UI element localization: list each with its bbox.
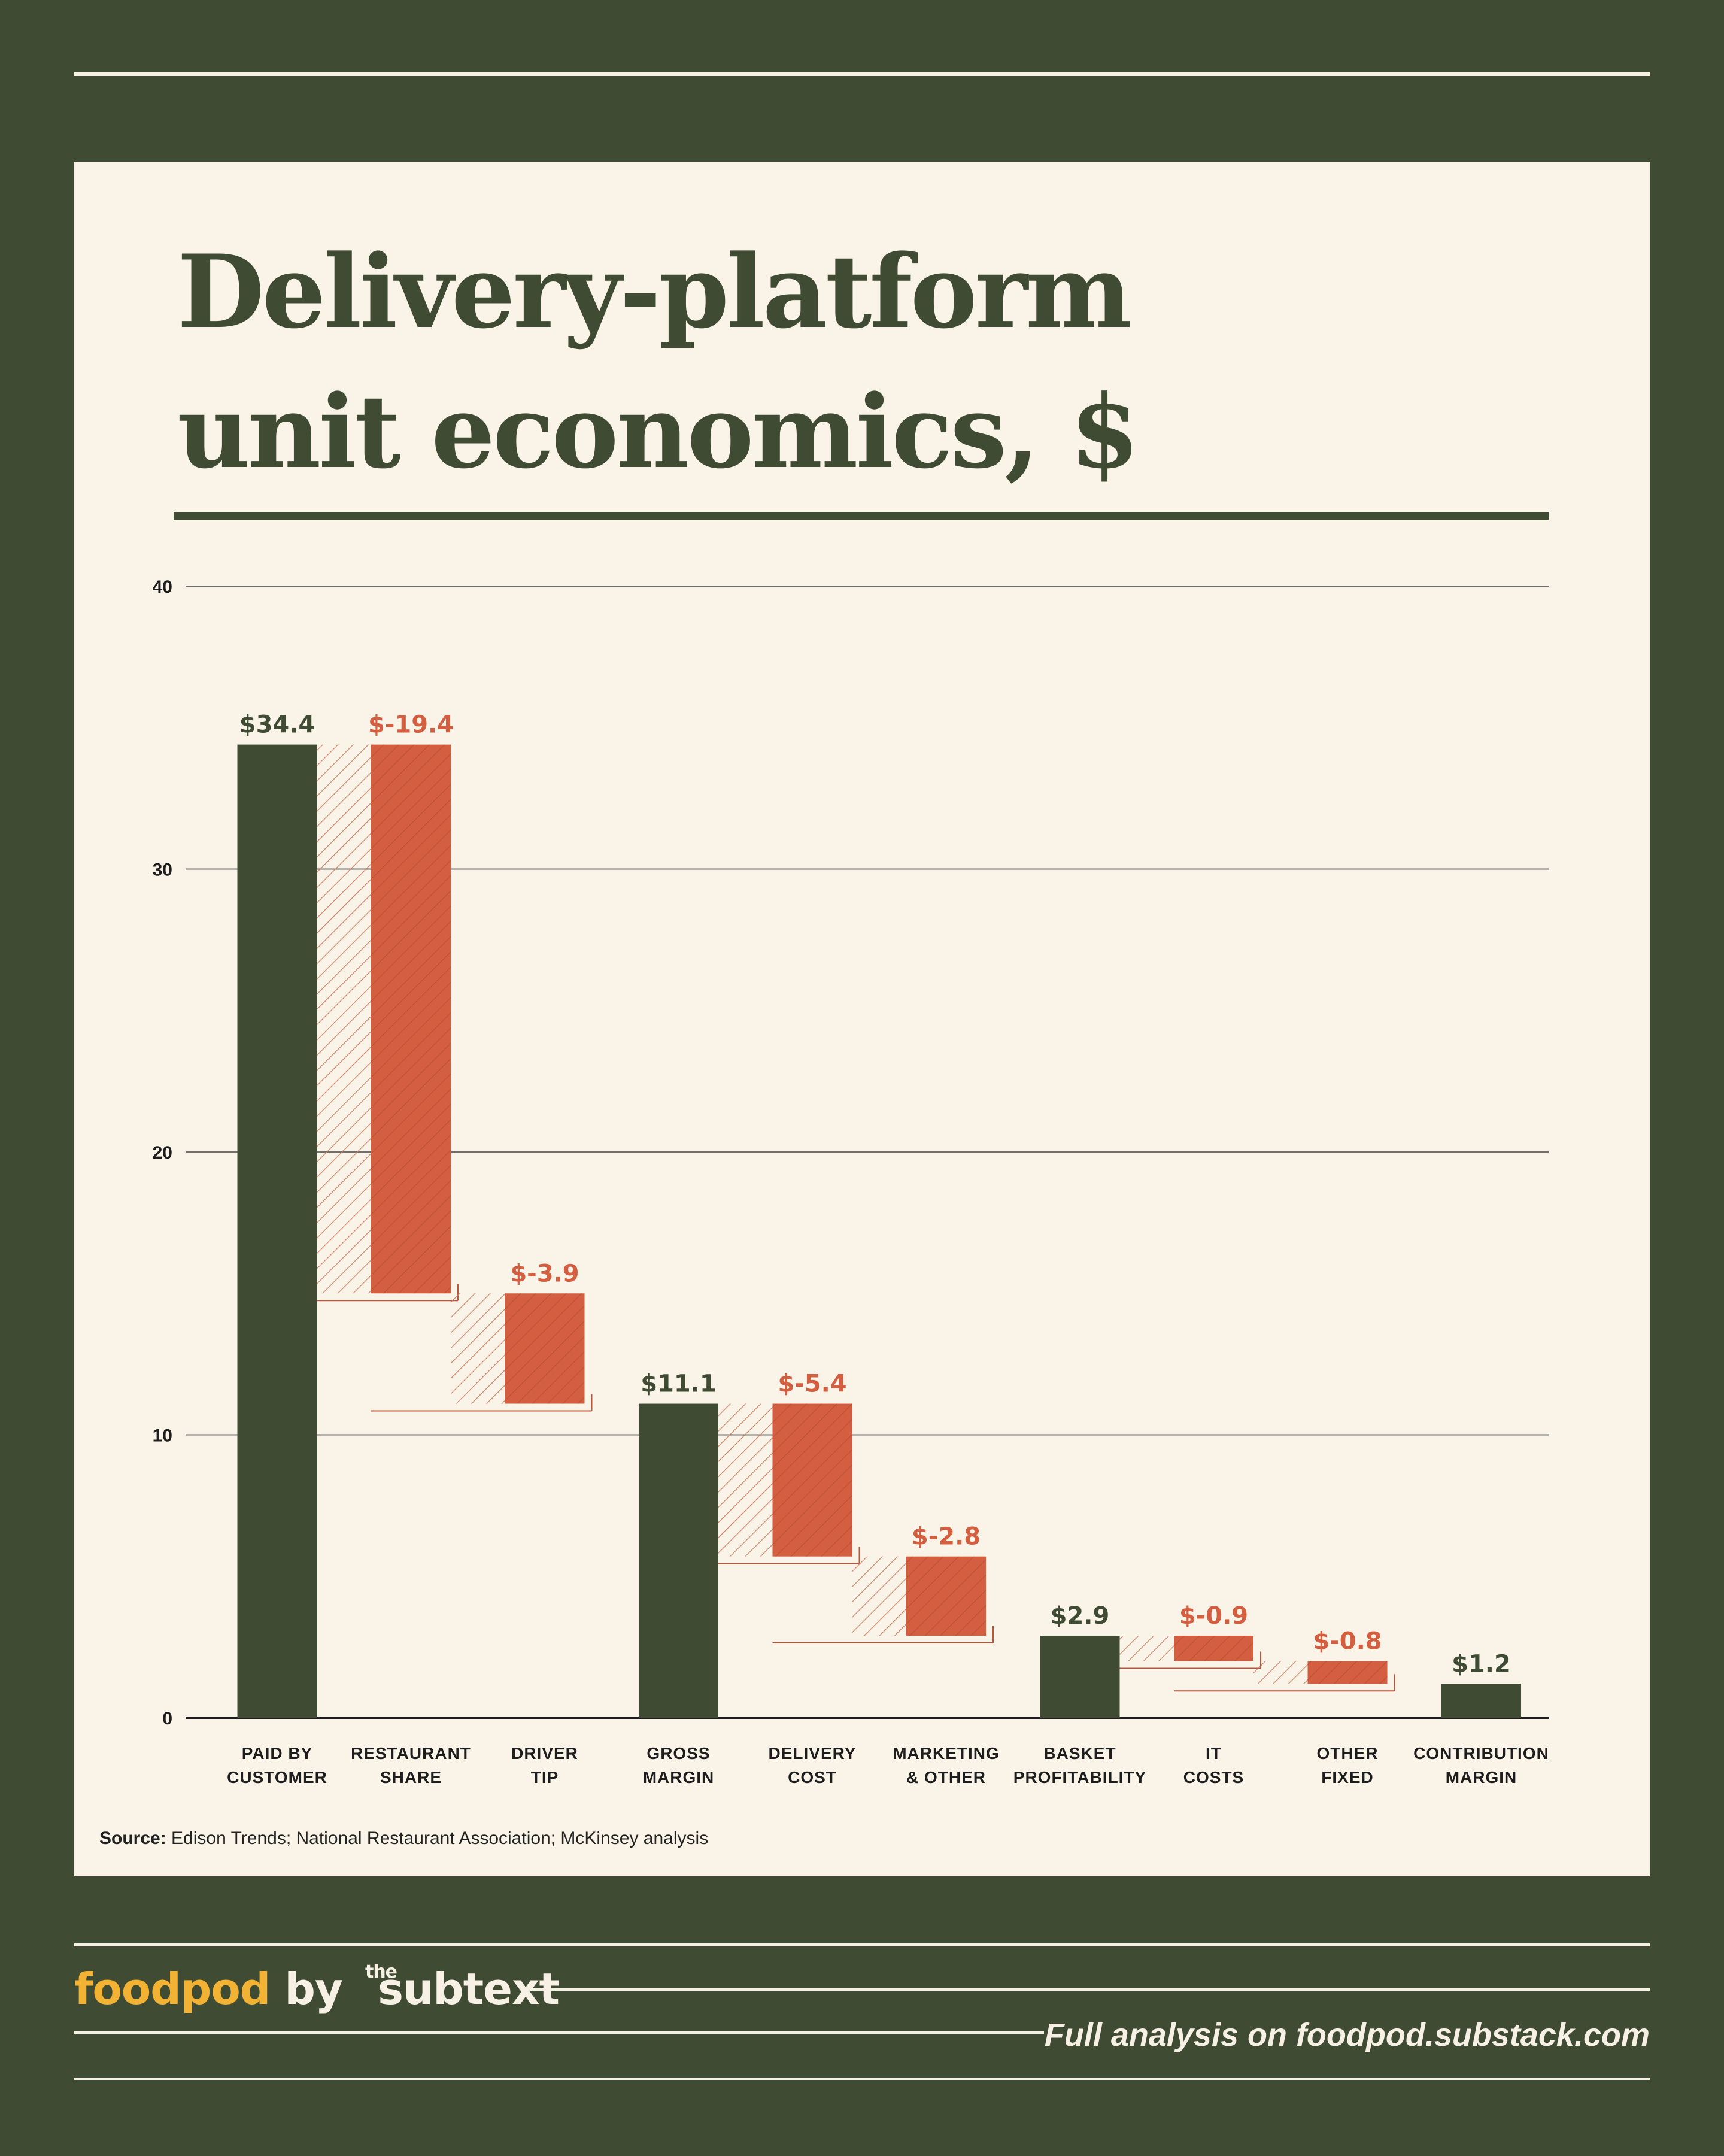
value-label: $2.9	[1051, 1602, 1110, 1630]
category-label: MARKETING	[893, 1744, 1000, 1763]
brand-logo: foodpod by the subtext	[74, 1961, 560, 2014]
category-label: DRIVER	[511, 1744, 578, 1763]
footer-link[interactable]: Full analysis on foodpod.substack.com	[1044, 2017, 1650, 2053]
source-label: Source:	[99, 1828, 166, 1848]
y-tick-label: 30	[153, 860, 172, 880]
footer-rule-2	[529, 1988, 1650, 1991]
bar-negative-hatch	[1307, 1661, 1388, 1684]
value-label: $-5.4	[778, 1370, 846, 1398]
category-label: CONTRIBUTION	[1413, 1744, 1549, 1763]
connectors	[237, 744, 1395, 1692]
connector-hatch	[1253, 1661, 1308, 1684]
value-label: $-19.4	[368, 711, 454, 739]
category-label: COST	[788, 1768, 837, 1787]
value-label: $-0.9	[1179, 1602, 1248, 1630]
page-title: Delivery-platform unit economics, $	[177, 232, 1140, 491]
footer-rule-3	[74, 2031, 1044, 2034]
bar-negative-hatch	[505, 1293, 585, 1404]
category-label: DELIVERY	[769, 1744, 857, 1763]
category-label: BASKET	[1043, 1744, 1116, 1763]
bar-total	[1441, 1684, 1521, 1718]
value-label: $34.4	[239, 711, 315, 739]
source-text: Edison Trends; National Restaurant Assoc…	[171, 1828, 709, 1848]
connector-hatch	[718, 1403, 773, 1557]
value-label: $-2.8	[912, 1523, 981, 1551]
bar-total	[639, 1403, 718, 1718]
y-tick-label: 10	[153, 1426, 172, 1446]
category-label: OTHER	[1317, 1744, 1379, 1763]
bar-negative-hatch	[1174, 1635, 1253, 1661]
connector-hatch	[317, 744, 371, 1294]
y-tick-label: 20	[153, 1143, 172, 1163]
brand-by: by	[284, 1964, 342, 2014]
category-label: MARGIN	[1446, 1768, 1517, 1787]
brand-subtext: subtext	[378, 1964, 560, 2014]
connector-hatch	[451, 1293, 505, 1404]
bars	[237, 744, 1521, 1718]
bar-negative-hatch	[371, 744, 451, 1294]
brand-foodpod: foodpod	[74, 1964, 271, 2014]
top-rule	[74, 72, 1650, 76]
category-label: PAID BY	[242, 1744, 313, 1763]
y-tick-label: 40	[153, 577, 172, 597]
category-label: MARGIN	[643, 1768, 715, 1787]
category-label: IT	[1206, 1744, 1222, 1763]
value-label: $1.2	[1452, 1650, 1511, 1678]
category-label: RESTAURANT	[351, 1744, 471, 1763]
value-label: $11.1	[641, 1370, 717, 1398]
footer-rule-4	[74, 2078, 1650, 2080]
category-label: FIXED	[1321, 1768, 1373, 1787]
y-tick-label: 0	[162, 1709, 172, 1729]
category-label: SHARE	[380, 1768, 442, 1787]
category-label: COSTS	[1183, 1768, 1244, 1787]
category-label: PROFITABILITY	[1013, 1768, 1146, 1787]
connector-hatch	[852, 1556, 906, 1636]
bar-negative-hatch	[906, 1556, 986, 1636]
bar-negative-hatch	[772, 1403, 852, 1557]
brand-the: the	[365, 1961, 397, 1982]
value-label: $-0.8	[1313, 1628, 1382, 1655]
category-label: CUSTOMER	[227, 1768, 327, 1787]
bar-total	[237, 744, 317, 1718]
footer-rule-1	[74, 1943, 1650, 1946]
connector-hatch	[1119, 1635, 1174, 1661]
category-label: GROSS	[646, 1744, 710, 1763]
source-note: Source: Edison Trends; National Restaura…	[99, 1828, 708, 1849]
category-label: TIP	[531, 1768, 559, 1787]
title-underline	[174, 512, 1549, 520]
category-label: & OTHER	[906, 1768, 986, 1787]
bar-total	[1040, 1635, 1120, 1718]
labels: 0 10 20 30 40 $34.4 PAID BY CUSTOMER $-19.4 RESTA…	[153, 577, 1549, 1787]
value-label: $-3.9	[510, 1260, 579, 1287]
